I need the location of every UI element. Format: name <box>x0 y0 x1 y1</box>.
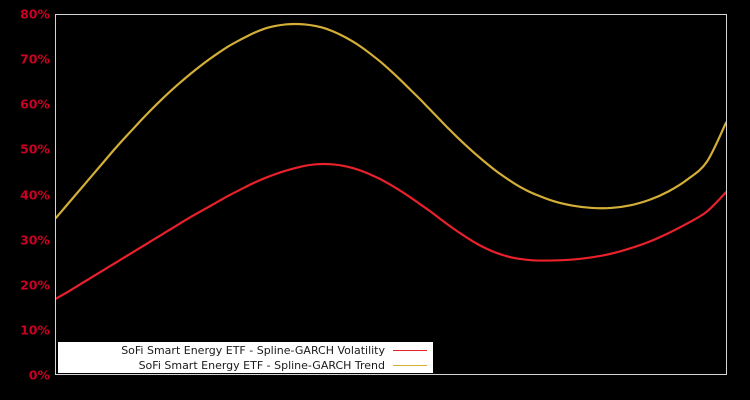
y-axis: 0% 10% 20% 30% 40% 50% 60% 70% 80% <box>0 0 55 400</box>
legend[interactable]: SoFi Smart Energy ETF - Spline-GARCH Vol… <box>57 341 434 374</box>
legend-item-volatility[interactable]: SoFi Smart Energy ETF - Spline-GARCH Vol… <box>58 343 433 358</box>
series-svg <box>56 22 726 300</box>
y-tick-label: 20% <box>20 277 50 293</box>
y-tick-label: 70% <box>20 51 50 67</box>
y-tick-label: 60% <box>20 96 50 112</box>
y-tick-label: 50% <box>20 141 50 157</box>
y-tick-label: 0% <box>28 367 50 383</box>
plot-area <box>55 14 727 375</box>
series-line-trend <box>56 22 726 219</box>
legend-label-volatility: SoFi Smart Energy ETF - Spline-GARCH Vol… <box>121 343 385 357</box>
y-tick-label: 10% <box>20 322 50 338</box>
legend-swatch-trend-icon <box>393 364 427 366</box>
legend-item-trend[interactable]: SoFi Smart Energy ETF - Spline-GARCH Tre… <box>58 358 433 373</box>
y-tick-label: 40% <box>20 187 50 202</box>
y-tick-label: 80% <box>20 6 50 22</box>
legend-label-trend: SoFi Smart Energy ETF - Spline-GARCH Tre… <box>138 358 385 372</box>
series-line-volatility <box>56 162 726 300</box>
legend-swatch-volatility-icon <box>393 349 427 351</box>
y-tick-label: 30% <box>20 232 50 248</box>
